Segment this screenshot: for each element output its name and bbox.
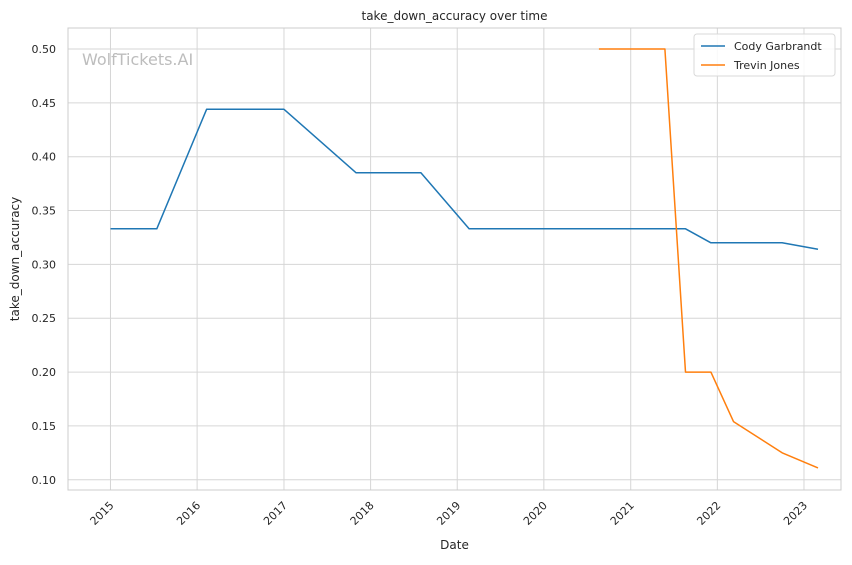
grid [68, 28, 841, 490]
y-tick-label: 0.50 [32, 43, 57, 56]
x-axis-label: Date [440, 538, 469, 552]
legend-box [693, 33, 836, 77]
chart-title: take_down_accuracy over time [362, 9, 548, 23]
y-tick-label: 0.35 [32, 205, 57, 218]
legend: Cody Garbrandt Trevin Jones [693, 33, 836, 77]
y-tick-labels: 0.10 0.15 0.20 0.25 0.30 0.35 0.40 0.45 0.50 [32, 43, 57, 487]
y-tick-label: 0.40 [32, 151, 57, 164]
y-tick-label: 0.20 [32, 366, 57, 379]
series-line-cody-garbrandt [110, 108, 819, 251]
y-tick-label: 0.15 [32, 420, 57, 433]
y-axis-label: take_down_accuracy [8, 197, 22, 321]
y-tick-label: 0.30 [32, 258, 57, 271]
legend-label: Trevin Jones [733, 59, 800, 72]
y-tick-label: 0.25 [32, 312, 57, 325]
series-lines [110, 48, 819, 469]
series-line-trevin-jones [598, 48, 819, 469]
legend-label: Cody Garbrandt [734, 40, 822, 53]
watermark: WolfTickets.AI [82, 50, 193, 69]
y-tick-label: 0.45 [32, 97, 57, 110]
y-tick-label: 0.10 [32, 474, 57, 487]
plot-frame [67, 27, 842, 491]
